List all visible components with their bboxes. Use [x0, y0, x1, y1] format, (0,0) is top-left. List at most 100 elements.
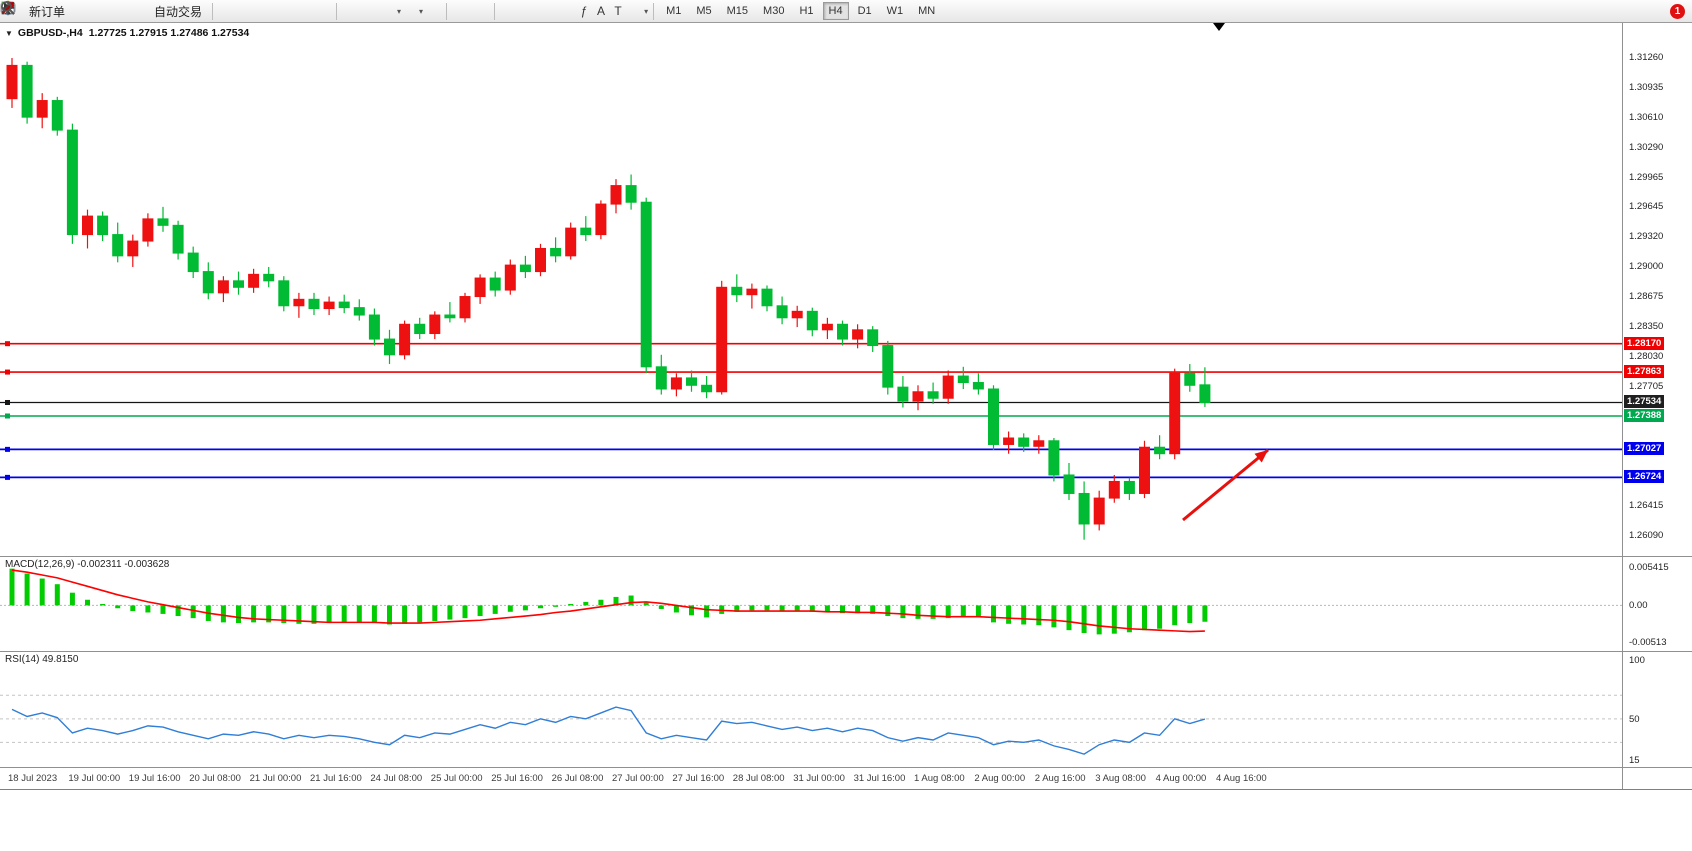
timeframe-d1[interactable]: D1 — [852, 2, 878, 20]
timeframe-h4[interactable]: H4 — [822, 2, 849, 20]
rsi-line — [11, 706, 1206, 755]
timeframe-m5[interactable]: M5 — [690, 2, 717, 20]
chart-shift-icon[interactable] — [1, 2, 379, 20]
symbol-period-label: GBPUSD-,H4 — [17, 27, 83, 39]
arrow-tools-caret-icon[interactable]: ▾ — [644, 6, 649, 16]
search-icon[interactable] — [1, 1, 1665, 20]
macd-histogram-bar — [402, 605, 408, 624]
macd-scale-label: 0.00 — [1629, 600, 1648, 612]
line-handle[interactable] — [5, 341, 10, 347]
line-chart-icon[interactable] — [1, 2, 274, 20]
ohlc-values: 1.27725 1.27915 1.27486 1.27534 — [88, 27, 250, 39]
periods-icon[interactable] — [1, 1, 420, 20]
channel-tool-icon[interactable] — [1, 2, 575, 20]
community-icon[interactable] — [2, 2, 127, 20]
time-axis-label: 20 Jul 08:00 — [189, 773, 241, 784]
timeframe-h1[interactable]: H1 — [793, 2, 819, 20]
tile-windows-icon[interactable] — [2, 2, 331, 20]
macd-histogram-bar — [824, 605, 830, 613]
macd-histogram-bar — [1051, 605, 1057, 628]
candle — [97, 211, 109, 242]
rsi-label: RSI(14) 49.8150 — [5, 654, 79, 665]
macd-histogram-bar — [855, 605, 861, 614]
line-handle[interactable] — [5, 399, 10, 405]
candle — [791, 305, 803, 328]
macd-histogram-bar — [734, 605, 740, 612]
timeframe-m1[interactable]: M1 — [660, 2, 687, 20]
price-axis-label: 1.30610 — [1629, 112, 1664, 124]
line-handle[interactable] — [5, 474, 10, 480]
macd-histogram-bar — [960, 605, 966, 618]
templates-icon[interactable] — [1, 2, 442, 20]
price-axis-label: 1.30290 — [1629, 141, 1664, 153]
fibonacci-tool-icon[interactable]: ƒ — [580, 4, 588, 18]
main-chart-panel[interactable]: ▼ GBPUSD-,H4 1.27725 1.27915 1.27486 1.275… — [0, 23, 1692, 556]
macd-histogram-bar — [341, 605, 347, 623]
rsi-panel: RSI(14) 49.8150 100 50 15 — [0, 651, 1692, 767]
macd-scale-label: 0.005415 — [1629, 562, 1669, 574]
price-badge: 1.28170 — [1624, 336, 1665, 350]
line-handle[interactable] — [5, 369, 10, 375]
timeframe-mn[interactable]: MN — [912, 2, 941, 20]
auto-trading-button[interactable]: 自动交易 — [0, 2, 207, 21]
line-handle[interactable] — [5, 446, 10, 452]
candle — [504, 259, 516, 295]
time-axis[interactable]: 18 Jul 2023 19 Jul 00:00 19 Jul 16:00 20 Ju… — [0, 767, 1692, 789]
timeframe-w1[interactable]: W1 — [881, 2, 910, 20]
arrow-annotation[interactable] — [1182, 448, 1269, 522]
bar-chart-icon[interactable] — [2, 2, 236, 20]
candle — [157, 206, 169, 232]
zoom-out-icon[interactable] — [1, 1, 312, 20]
timeframe-m30[interactable]: M30 — [757, 2, 790, 20]
macd-chart — [0, 568, 1622, 635]
timeframe-m15[interactable]: M15 — [721, 2, 754, 20]
indicators-caret-icon[interactable]: ▾ — [397, 6, 402, 16]
candle — [21, 61, 33, 124]
time-axis-label: 31 Jul 16:00 — [853, 773, 906, 784]
macd-histogram-bar — [915, 605, 921, 619]
profile-icon[interactable] — [2, 2, 108, 20]
vertical-line-tool-icon[interactable] — [7, 2, 518, 20]
candle — [187, 246, 199, 279]
macd-histogram-bar — [553, 605, 559, 607]
arrow-tools-icon[interactable] — [2, 2, 645, 20]
macd-histogram-bar — [462, 605, 468, 619]
candle — [655, 354, 667, 395]
market-diamond-icon[interactable] — [1, 0, 89, 20]
candle — [837, 320, 848, 346]
one-click-trading-toggle[interactable]: ▼ — [5, 29, 13, 38]
macd-histogram-bar — [598, 599, 604, 606]
time-axis-label: 19 Jul 16:00 — [128, 773, 181, 784]
candle — [535, 243, 546, 277]
time-axis-label: 4 Aug 16:00 — [1216, 773, 1267, 784]
trendline-tool-icon[interactable] — [1, 1, 556, 20]
candle — [474, 274, 486, 304]
macd-histogram-bar — [296, 605, 302, 624]
toolbar-separator — [653, 2, 655, 20]
horizontal-line-tool-icon[interactable] — [2, 2, 537, 20]
price-axis-label: 1.30935 — [1629, 82, 1664, 94]
macd-histogram-bar — [1021, 605, 1027, 625]
candlestick-chart[interactable] — [0, 23, 1622, 556]
zoom-in-icon[interactable] — [1, 1, 293, 20]
crosshair-icon[interactable] — [2, 2, 489, 20]
macd-histogram-bar — [236, 605, 241, 624]
cursor-icon[interactable] — [4, 2, 470, 20]
notification-badge[interactable]: 1 — [1670, 3, 1685, 19]
periods-caret-icon[interactable]: ▾ — [419, 6, 424, 16]
toolbar: 新订单 自动交易 ▾ ▾ — [0, 0, 1692, 23]
macd-histogram-bar — [356, 605, 362, 623]
text-tool-icon[interactable]: A — [597, 4, 606, 18]
macd-histogram-bar — [1081, 605, 1087, 633]
candle — [1093, 490, 1105, 531]
macd-histogram-bar — [975, 605, 981, 618]
auto-scroll-icon[interactable] — [1, 2, 360, 20]
time-axis-label: 27 Jul 16:00 — [672, 773, 725, 784]
candlestick-chart-icon[interactable] — [2, 2, 255, 20]
macd-histogram-bar — [371, 605, 377, 624]
indicators-icon[interactable] — [3, 2, 398, 20]
line-handle[interactable] — [5, 413, 10, 419]
price-axis: 1.31260 1.30935 1.30610 1.30290 1.29965 1.296… — [1623, 23, 1692, 556]
candle — [746, 283, 758, 309]
label-tool-icon[interactable]: T — [614, 4, 622, 18]
